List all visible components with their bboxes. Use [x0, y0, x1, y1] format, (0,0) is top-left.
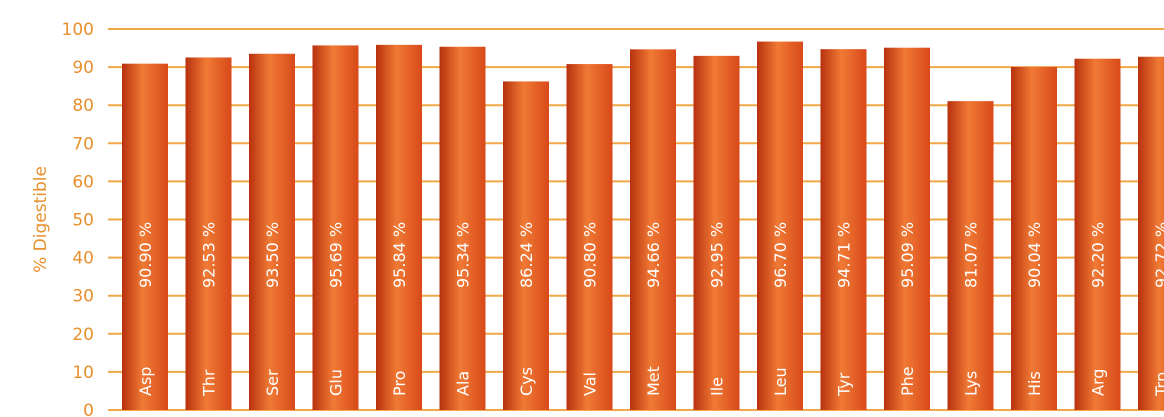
- category-label: Arg: [1089, 369, 1108, 396]
- category-label: Glu: [327, 369, 346, 396]
- value-label: 95.34 %: [454, 222, 473, 288]
- y-axis-ticks: 0 10 20 30 40 50 60 70 80 90 100: [62, 20, 94, 417]
- bar-group: Leu 96.70 %: [757, 41, 803, 410]
- value-label: 96.70 %: [771, 222, 790, 288]
- y-tick-label: 30: [72, 287, 94, 307]
- bar-group: Ile 92.95 %: [693, 55, 740, 410]
- bar-group: Ser 93.50 %: [249, 53, 295, 410]
- bar-group: Trp 92.72 %: [1138, 56, 1164, 410]
- bar: [439, 46, 486, 410]
- value-label: 95.84 %: [390, 222, 409, 288]
- value-label: 90.04 %: [1025, 222, 1044, 288]
- bar-group: Asp 90.90 %: [122, 63, 168, 411]
- bar-group: Ala 95.34 %: [439, 46, 486, 410]
- bar-group: Met 94.66 %: [630, 49, 676, 411]
- y-tick-label: 70: [72, 134, 94, 154]
- bar: [1011, 66, 1057, 410]
- category-label: His: [1025, 371, 1044, 396]
- category-label: Ala: [454, 371, 473, 396]
- category-label: Ser: [263, 369, 282, 396]
- bar: [1138, 56, 1164, 410]
- category-label: Lys: [962, 371, 981, 396]
- bar-group: Arg 92.20 %: [1074, 58, 1121, 411]
- category-label: Asp: [136, 367, 155, 396]
- y-tick-label: 90: [72, 58, 94, 78]
- y-tick-label: 0: [83, 401, 94, 417]
- value-label: 95.09 %: [898, 222, 917, 288]
- bar-group: His 90.04 %: [1011, 66, 1057, 410]
- bar: [757, 41, 803, 410]
- category-label: Trp: [1152, 372, 1164, 397]
- value-label: 93.50 %: [263, 222, 282, 288]
- bar: [630, 49, 676, 411]
- value-label: 81.07 %: [962, 222, 981, 288]
- bars: Asp 90.90 % Thr 92.53 % Ser 93.50 % Glu 95.69 %…: [122, 41, 1164, 411]
- bar-group: Thr 92.53 %: [185, 57, 232, 411]
- value-label: 92.53 %: [200, 222, 219, 288]
- bar-group: Tyr 94.71 %: [820, 49, 867, 410]
- category-label: Cys: [517, 367, 536, 396]
- category-label: Tyr: [835, 372, 854, 397]
- y-tick-label: 10: [72, 363, 94, 383]
- category-label: Leu: [771, 367, 790, 396]
- category-label: Thr: [200, 369, 219, 397]
- bar: [376, 44, 422, 410]
- category-label: Val: [581, 372, 600, 396]
- category-label: Pro: [390, 371, 409, 396]
- bar: [820, 49, 867, 410]
- bar: [566, 64, 613, 410]
- bar: [947, 101, 994, 411]
- value-label: 86.24 %: [517, 222, 536, 288]
- bar: [122, 63, 168, 411]
- value-label: 92.20 %: [1089, 222, 1108, 288]
- category-label: Phe: [898, 366, 917, 396]
- y-tick-label: 20: [72, 325, 94, 345]
- y-tick-label: 80: [72, 96, 94, 116]
- value-label: 94.66 %: [644, 222, 663, 288]
- bar: [249, 53, 295, 410]
- value-label: 92.95 %: [708, 222, 727, 288]
- bar-group: Lys 81.07 %: [947, 101, 994, 411]
- y-tick-label: 60: [72, 172, 94, 192]
- y-tick-label: 50: [72, 211, 94, 231]
- category-label: Ile: [708, 377, 727, 396]
- value-label: 90.80 %: [581, 222, 600, 288]
- bar: [693, 55, 740, 410]
- y-axis-label: % Digestible: [31, 166, 51, 273]
- bar: [884, 47, 930, 411]
- y-tick-label: 40: [72, 249, 94, 269]
- bar-group: Val 90.80 %: [566, 64, 613, 410]
- value-label: 92.72 %: [1152, 222, 1164, 288]
- y-tick-label: 100: [62, 20, 94, 40]
- bar: [185, 57, 232, 411]
- value-label: 90.90 %: [136, 222, 155, 288]
- bar: [312, 45, 359, 410]
- value-label: 94.71 %: [835, 222, 854, 288]
- value-label: 95.69 %: [327, 222, 346, 288]
- bar-group: Phe 95.09 %: [884, 47, 930, 411]
- bar: [1074, 58, 1121, 411]
- bar-group: Cys 86.24 %: [503, 81, 549, 410]
- bar: [503, 81, 549, 410]
- bar-group: Glu 95.69 %: [312, 45, 359, 410]
- category-label: Met: [644, 366, 663, 396]
- bar-group: Pro 95.84 %: [376, 44, 422, 410]
